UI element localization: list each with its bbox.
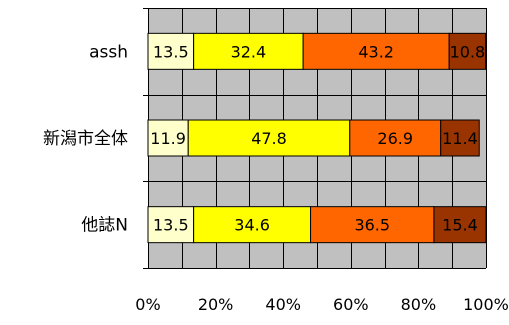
data-label: 13.5 bbox=[153, 216, 189, 235]
data-label: 11.9 bbox=[150, 129, 186, 148]
bar-segment bbox=[433, 206, 487, 244]
data-label: 34.6 bbox=[234, 216, 270, 235]
bar-segment bbox=[147, 32, 195, 70]
bar-segment bbox=[448, 32, 487, 70]
x-tick-label: 40% bbox=[265, 295, 301, 314]
category-label: 新潟市全体 bbox=[43, 129, 128, 149]
labels: 13.5 32.4 43.2 10.8 assh 11.9 47.8 26.9 11.4 新潟市全… bbox=[43, 42, 509, 314]
data-label: 10.8 bbox=[450, 42, 486, 61]
bar-segment bbox=[193, 206, 312, 244]
data-label: 36.5 bbox=[354, 216, 390, 235]
x-tick-label: 60% bbox=[333, 295, 369, 314]
data-label: 15.4 bbox=[442, 216, 478, 235]
data-label: 13.5 bbox=[153, 42, 189, 61]
data-label: 32.4 bbox=[231, 42, 267, 61]
bar-segment bbox=[193, 32, 304, 70]
bar-segment bbox=[147, 119, 189, 157]
x-tick-label: 20% bbox=[198, 295, 234, 314]
bar-segment bbox=[310, 206, 435, 244]
bar-segment bbox=[349, 119, 442, 157]
bar-segment bbox=[302, 32, 450, 70]
bar-segment bbox=[440, 119, 480, 157]
category-label: 他誌N bbox=[81, 216, 128, 236]
category-label: assh bbox=[89, 42, 128, 62]
data-label: 47.8 bbox=[251, 129, 287, 148]
x-tick-label: 100% bbox=[463, 295, 509, 314]
x-tick-label: 0% bbox=[135, 295, 160, 314]
data-label: 11.4 bbox=[442, 129, 478, 148]
bar-segment bbox=[147, 206, 195, 244]
data-label: 26.9 bbox=[377, 129, 413, 148]
bars bbox=[147, 32, 487, 244]
bar-segment bbox=[187, 119, 351, 157]
x-tick-label: 80% bbox=[401, 295, 437, 314]
data-label: 43.2 bbox=[358, 42, 394, 61]
